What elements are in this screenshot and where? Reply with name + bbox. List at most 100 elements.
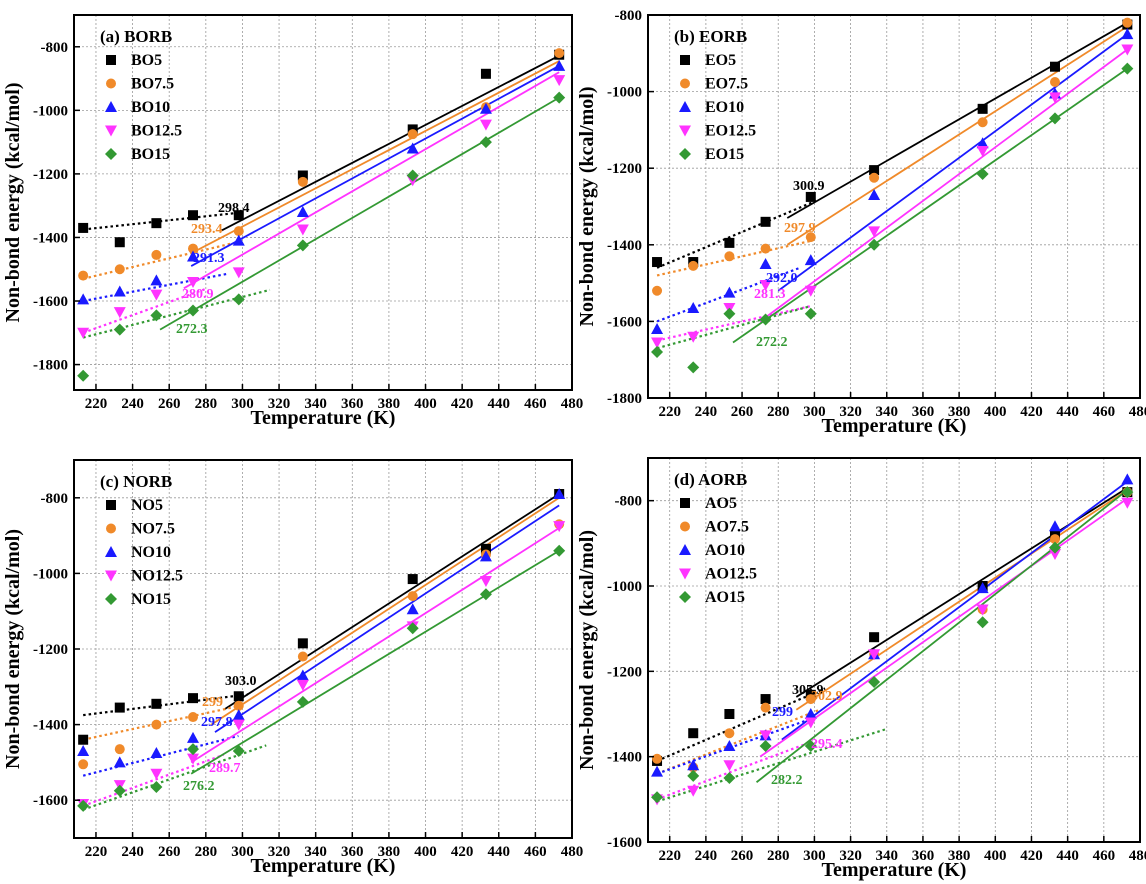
data-point	[652, 285, 663, 296]
data-point	[406, 142, 419, 154]
data-point	[804, 708, 817, 719]
tg-label: 281.3	[754, 287, 786, 302]
data-point	[805, 694, 816, 705]
data-point	[1121, 44, 1134, 56]
x-tick-label: 320	[839, 848, 862, 864]
data-point	[406, 622, 419, 635]
data-point	[804, 254, 817, 266]
data-point	[479, 136, 492, 149]
tg-label: 298.4	[218, 201, 250, 216]
y-tick-label: -1400	[607, 750, 642, 766]
data-point	[232, 745, 245, 758]
data-point	[480, 543, 491, 554]
fit-line-high	[755, 489, 1128, 783]
tg-label: 282.2	[771, 773, 803, 788]
y-tick-label: -1000	[33, 566, 68, 582]
data-point	[187, 743, 200, 756]
data-point	[78, 734, 89, 745]
data-point	[759, 730, 772, 742]
x-axis-label: Temperature (K)	[822, 415, 967, 437]
legend-marker	[680, 521, 690, 532]
tg-label: 297.9	[784, 221, 816, 236]
y-axis-label: Non-bond energy (kcal/mol)	[576, 87, 598, 327]
data-point	[78, 270, 89, 281]
fit-line-low	[656, 266, 801, 323]
x-tick-label: 400	[984, 404, 1007, 420]
data-point	[113, 285, 126, 297]
data-point	[296, 239, 309, 252]
data-point	[868, 676, 881, 688]
legend-label: AO12.5	[705, 566, 757, 583]
y-tick-label: -1000	[607, 579, 642, 595]
panel-0: 298.4 293.4 291.3 280.9 272.3 (a) BORB BO5 BO7.…	[2, 14, 583, 429]
fit-line-low	[656, 305, 812, 350]
data-point	[651, 791, 664, 804]
legend-marker	[106, 523, 116, 534]
y-tick-label: -1000	[607, 85, 642, 101]
data-point	[479, 575, 492, 587]
legend-marker	[680, 78, 690, 89]
fit-line-high	[220, 54, 560, 232]
data-point	[1121, 473, 1134, 485]
data-point	[687, 785, 700, 797]
x-tick-label: 260	[158, 844, 181, 860]
data-point	[187, 304, 200, 317]
legend-label: AO5	[705, 495, 737, 512]
data-point	[723, 286, 736, 298]
legend-marker	[106, 78, 116, 89]
legend-label: EO10	[705, 99, 744, 116]
x-tick-label: 420	[1020, 404, 1043, 420]
data-point	[151, 249, 162, 260]
plot-frame	[647, 457, 1141, 843]
x-tick-label: 400	[984, 848, 1007, 864]
legend-marker	[105, 570, 117, 582]
legend-marker	[105, 593, 117, 605]
data-point	[1048, 549, 1061, 560]
x-tick-label: 320	[268, 844, 291, 860]
data-point	[976, 167, 989, 180]
fit-line-high	[214, 504, 560, 733]
x-tick-label: 300	[803, 848, 826, 864]
y-axis-label: Non-bond energy (kcal/mol)	[576, 530, 598, 770]
tg-label: 297.8	[201, 715, 233, 730]
fit-line-high	[786, 25, 1128, 246]
x-tick-label: 240	[695, 404, 718, 420]
data-point	[724, 251, 735, 262]
data-point	[187, 276, 200, 288]
fit-line-high	[759, 48, 1128, 323]
fit-line-high	[759, 497, 1128, 758]
x-tick-label: 320	[268, 396, 291, 412]
data-point	[976, 137, 989, 149]
data-point	[78, 759, 89, 770]
data-point	[868, 649, 881, 661]
data-point	[480, 68, 491, 79]
data-point	[553, 544, 566, 557]
y-tick-label: -800	[615, 494, 643, 510]
tg-label: 272.2	[756, 335, 788, 350]
x-tick-label: 280	[195, 844, 218, 860]
data-point	[652, 753, 663, 764]
fit-line-low	[82, 744, 267, 811]
x-tick-label: 460	[524, 844, 547, 860]
x-tick-label: 380	[378, 396, 401, 412]
data-point	[760, 216, 771, 227]
legend-label: AO15	[705, 589, 745, 606]
legend-marker	[680, 498, 690, 508]
data-point	[688, 260, 699, 271]
tg-label: 299	[202, 695, 223, 710]
data-point	[1121, 62, 1134, 75]
x-tick-label: 480	[1129, 404, 1146, 420]
data-point	[479, 550, 492, 562]
x-tick-label: 340	[876, 404, 899, 420]
data-point	[724, 728, 735, 739]
data-point	[651, 346, 664, 359]
x-tick-label: 240	[695, 848, 718, 864]
fit-line-high	[190, 65, 560, 267]
data-point	[804, 307, 817, 320]
legend-marker	[105, 101, 117, 112]
y-tick-label: -1600	[607, 835, 642, 851]
data-point	[553, 91, 566, 104]
data-point	[553, 488, 566, 500]
legend-label: NO5	[131, 497, 163, 514]
legend-label: EO12.5	[705, 123, 756, 140]
